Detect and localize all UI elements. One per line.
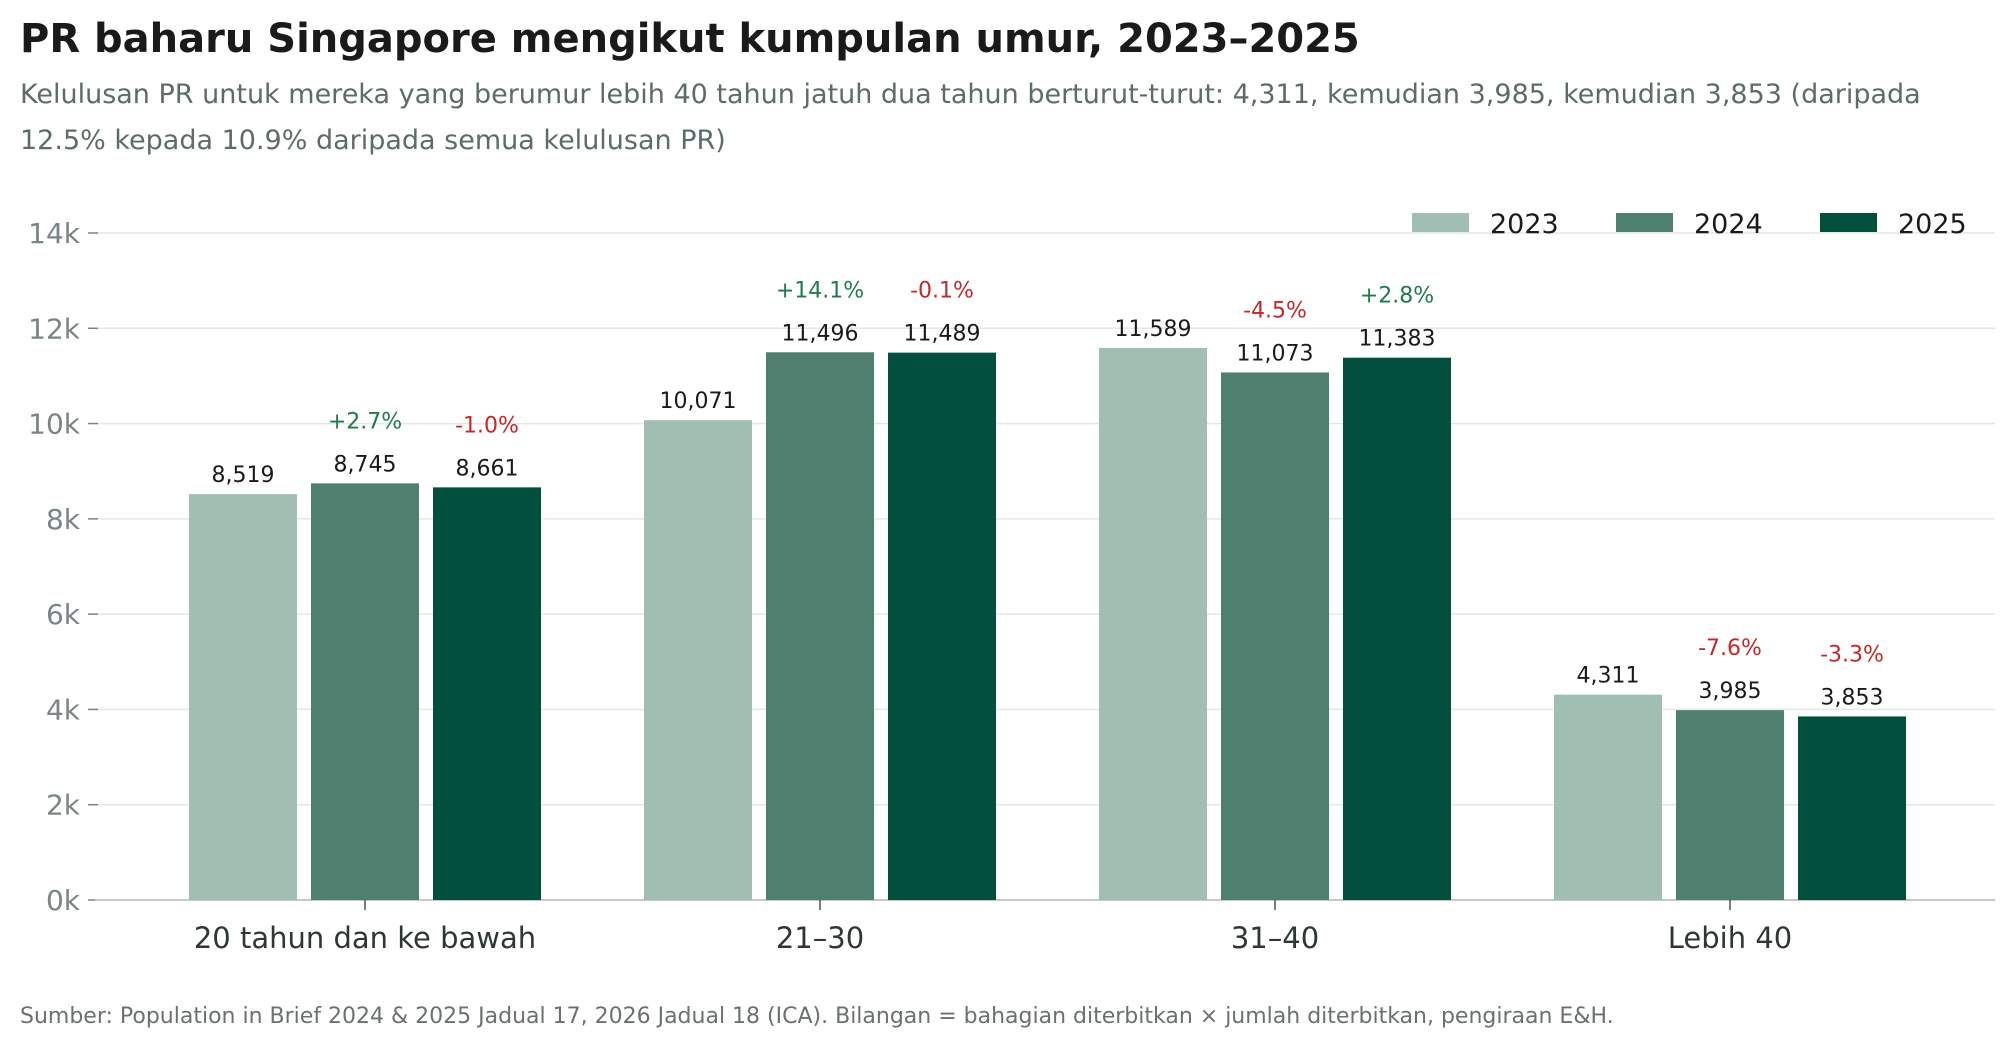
data-label: 11,073 (1237, 341, 1314, 366)
x-tick-label: 31–40 (1231, 921, 1319, 955)
bar (766, 352, 874, 900)
bar (433, 487, 541, 900)
data-label: 8,745 (334, 452, 397, 477)
data-label: 3,985 (1699, 679, 1762, 704)
data-label: 11,496 (782, 321, 859, 346)
bar (644, 420, 752, 900)
data-label: 8,519 (212, 463, 275, 488)
y-tick-label: 2k (46, 789, 81, 822)
bar (1554, 694, 1662, 900)
data-label: 11,489 (904, 322, 981, 347)
x-tick-label: Lebih 40 (1668, 921, 1792, 955)
change-label: +14.1% (776, 278, 864, 303)
source-note: Sumber: Population in Brief 2024 & 2025 … (20, 1004, 1614, 1029)
x-tick-label: 20 tahun dan ke bawah (194, 921, 536, 955)
change-label: -1.0% (455, 413, 519, 438)
change-label: +2.7% (328, 409, 402, 434)
bar (1676, 710, 1784, 900)
change-label: -4.5% (1243, 298, 1307, 323)
data-label: 11,589 (1115, 317, 1192, 342)
y-tick-label: 10k (28, 408, 81, 441)
bar (189, 494, 297, 900)
change-label: -0.1% (910, 279, 974, 304)
data-label: 8,661 (456, 456, 519, 481)
bar (1798, 716, 1906, 900)
legend-swatch (1616, 213, 1673, 232)
legend-swatch (1820, 213, 1877, 232)
bar (1343, 357, 1451, 900)
bar (1099, 347, 1207, 900)
y-tick-label: 14k (28, 217, 81, 250)
data-label: 11,383 (1359, 327, 1436, 352)
bar (311, 483, 419, 900)
legend-label: 2023 (1490, 209, 1559, 240)
y-tick-label: 6k (46, 598, 81, 631)
y-tick-label: 4k (46, 693, 81, 726)
chart-title: PR baharu Singapore mengikut kumpulan um… (20, 16, 1360, 62)
legend-swatch (1412, 213, 1469, 232)
y-tick-label: 0k (46, 884, 81, 917)
legend-label: 2024 (1694, 209, 1763, 240)
bar (1221, 372, 1329, 900)
y-tick-label: 12k (28, 312, 81, 345)
change-label: -3.3% (1820, 642, 1884, 667)
legend-label: 2025 (1898, 209, 1967, 240)
data-label: 10,071 (660, 389, 737, 414)
change-label: -7.6% (1698, 636, 1762, 661)
y-tick-label: 8k (46, 503, 81, 536)
data-label: 4,311 (1577, 664, 1640, 689)
x-tick-label: 21–30 (776, 921, 864, 955)
change-label: +2.8% (1360, 284, 1434, 309)
chart-subtitle: Kelulusan PR untuk mereka yang berumur l… (20, 79, 1921, 156)
data-label: 3,853 (1821, 685, 1884, 710)
bar (888, 352, 996, 900)
